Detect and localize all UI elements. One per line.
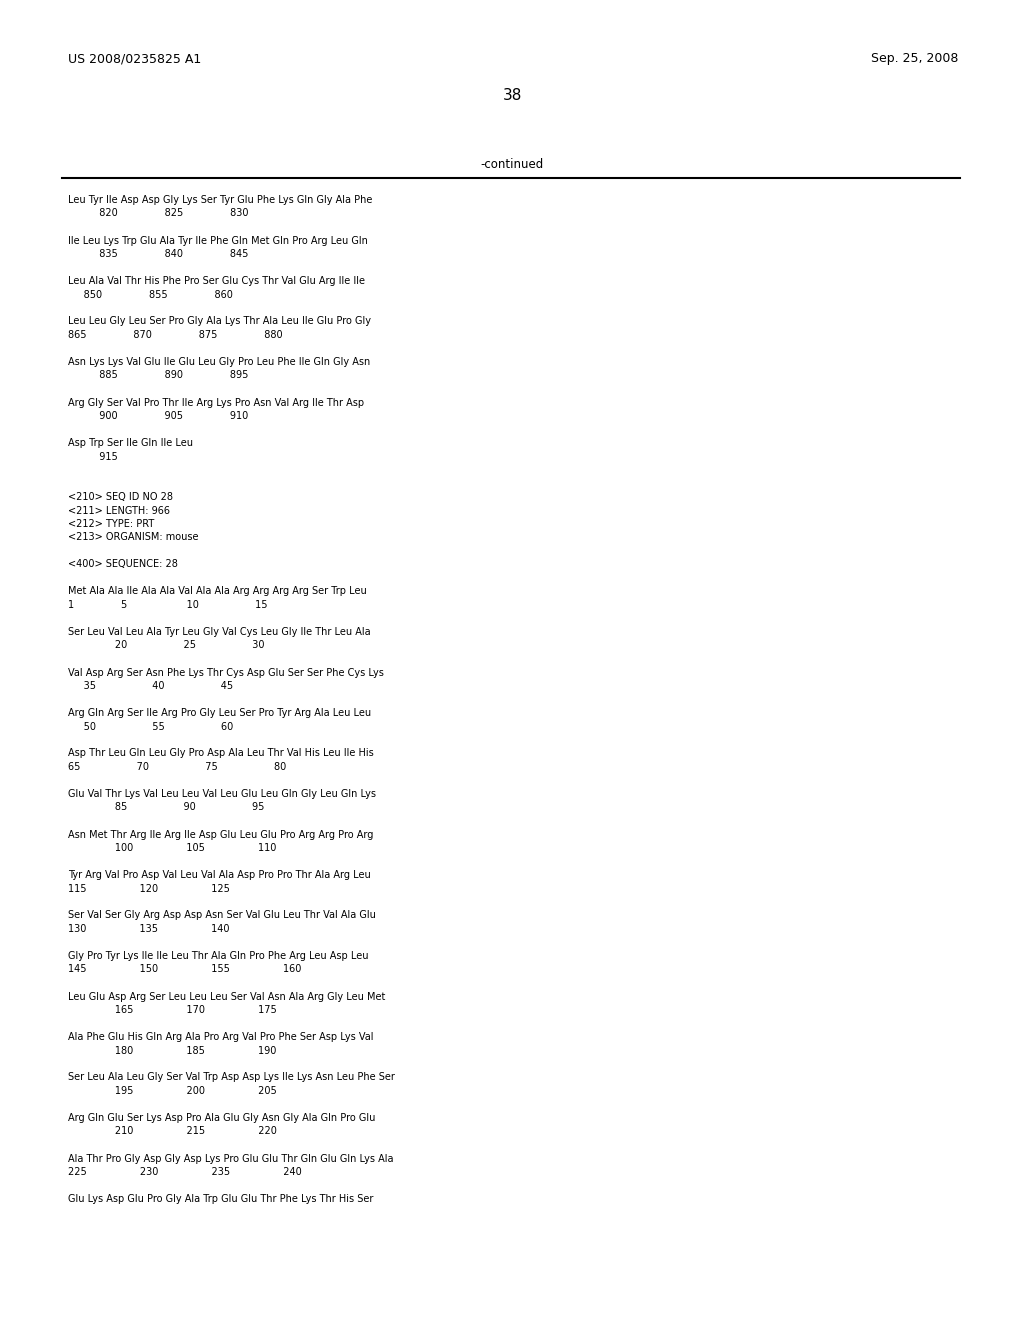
Text: <211> LENGTH: 966: <211> LENGTH: 966 xyxy=(68,506,170,516)
Text: <213> ORGANISM: mouse: <213> ORGANISM: mouse xyxy=(68,532,199,543)
Text: Asn Lys Lys Val Glu Ile Glu Leu Gly Pro Leu Phe Ile Gln Gly Asn: Asn Lys Lys Val Glu Ile Glu Leu Gly Pro … xyxy=(68,356,371,367)
Text: 165                 170                 175: 165 170 175 xyxy=(68,1005,276,1015)
Text: 915: 915 xyxy=(68,451,118,462)
Text: 65                  70                  75                  80: 65 70 75 80 xyxy=(68,762,287,772)
Text: Tyr Arg Val Pro Asp Val Leu Val Ala Asp Pro Pro Thr Ala Arg Leu: Tyr Arg Val Pro Asp Val Leu Val Ala Asp … xyxy=(68,870,371,880)
Text: 115                 120                 125: 115 120 125 xyxy=(68,883,229,894)
Text: 145                 150                 155                 160: 145 150 155 160 xyxy=(68,965,301,974)
Text: Glu Lys Asp Glu Pro Gly Ala Trp Glu Glu Thr Phe Lys Thr His Ser: Glu Lys Asp Glu Pro Gly Ala Trp Glu Glu … xyxy=(68,1195,374,1204)
Text: -continued: -continued xyxy=(480,158,544,172)
Text: 225                 230                 235                 240: 225 230 235 240 xyxy=(68,1167,302,1177)
Text: 1               5                   10                  15: 1 5 10 15 xyxy=(68,601,267,610)
Text: 900               905               910: 900 905 910 xyxy=(68,411,248,421)
Text: Leu Glu Asp Arg Ser Leu Leu Leu Ser Val Asn Ala Arg Gly Leu Met: Leu Glu Asp Arg Ser Leu Leu Leu Ser Val … xyxy=(68,991,385,1002)
Text: Leu Tyr Ile Asp Asp Gly Lys Ser Tyr Glu Phe Lys Gln Gly Ala Phe: Leu Tyr Ile Asp Asp Gly Lys Ser Tyr Glu … xyxy=(68,195,373,205)
Text: 820               825               830: 820 825 830 xyxy=(68,209,249,219)
Text: 180                 185                 190: 180 185 190 xyxy=(68,1045,276,1056)
Text: Glu Val Thr Lys Val Leu Leu Val Leu Glu Leu Gln Gly Leu Gln Lys: Glu Val Thr Lys Val Leu Leu Val Leu Glu … xyxy=(68,789,376,799)
Text: 35                  40                  45: 35 40 45 xyxy=(68,681,233,690)
Text: Ser Leu Ala Leu Gly Ser Val Trp Asp Asp Lys Ile Lys Asn Leu Phe Ser: Ser Leu Ala Leu Gly Ser Val Trp Asp Asp … xyxy=(68,1072,395,1082)
Text: Ser Leu Val Leu Ala Tyr Leu Gly Val Cys Leu Gly Ile Thr Leu Ala: Ser Leu Val Leu Ala Tyr Leu Gly Val Cys … xyxy=(68,627,371,638)
Text: Asp Trp Ser Ile Gln Ile Leu: Asp Trp Ser Ile Gln Ile Leu xyxy=(68,438,193,447)
Text: 210                 215                 220: 210 215 220 xyxy=(68,1126,276,1137)
Text: 38: 38 xyxy=(503,88,521,103)
Text: Ala Phe Glu His Gln Arg Ala Pro Arg Val Pro Phe Ser Asp Lys Val: Ala Phe Glu His Gln Arg Ala Pro Arg Val … xyxy=(68,1032,374,1041)
Text: Arg Gln Glu Ser Lys Asp Pro Ala Glu Gly Asn Gly Ala Gln Pro Glu: Arg Gln Glu Ser Lys Asp Pro Ala Glu Gly … xyxy=(68,1113,376,1123)
Text: Leu Leu Gly Leu Ser Pro Gly Ala Lys Thr Ala Leu Ile Glu Pro Gly: Leu Leu Gly Leu Ser Pro Gly Ala Lys Thr … xyxy=(68,317,371,326)
Text: Ile Leu Lys Trp Glu Ala Tyr Ile Phe Gln Met Gln Pro Arg Leu Gln: Ile Leu Lys Trp Glu Ala Tyr Ile Phe Gln … xyxy=(68,235,368,246)
Text: Ala Thr Pro Gly Asp Gly Asp Lys Pro Glu Glu Thr Gln Glu Gln Lys Ala: Ala Thr Pro Gly Asp Gly Asp Lys Pro Glu … xyxy=(68,1154,393,1163)
Text: <212> TYPE: PRT: <212> TYPE: PRT xyxy=(68,519,155,529)
Text: Asp Thr Leu Gln Leu Gly Pro Asp Ala Leu Thr Val His Leu Ile His: Asp Thr Leu Gln Leu Gly Pro Asp Ala Leu … xyxy=(68,748,374,759)
Text: Leu Ala Val Thr His Phe Pro Ser Glu Cys Thr Val Glu Arg Ile Ile: Leu Ala Val Thr His Phe Pro Ser Glu Cys … xyxy=(68,276,365,286)
Text: 130                 135                 140: 130 135 140 xyxy=(68,924,229,935)
Text: 850               855               860: 850 855 860 xyxy=(68,289,232,300)
Text: 195                 200                 205: 195 200 205 xyxy=(68,1086,276,1096)
Text: Arg Gln Arg Ser Ile Arg Pro Gly Leu Ser Pro Tyr Arg Ala Leu Leu: Arg Gln Arg Ser Ile Arg Pro Gly Leu Ser … xyxy=(68,708,371,718)
Text: <210> SEQ ID NO 28: <210> SEQ ID NO 28 xyxy=(68,492,173,502)
Text: 885               890               895: 885 890 895 xyxy=(68,371,249,380)
Text: <400> SEQUENCE: 28: <400> SEQUENCE: 28 xyxy=(68,560,178,569)
Text: Gly Pro Tyr Lys Ile Ile Leu Thr Ala Gln Pro Phe Arg Leu Asp Leu: Gly Pro Tyr Lys Ile Ile Leu Thr Ala Gln … xyxy=(68,950,369,961)
Text: 50                  55                  60: 50 55 60 xyxy=(68,722,233,731)
Text: 865               870               875               880: 865 870 875 880 xyxy=(68,330,283,341)
Text: 20                  25                  30: 20 25 30 xyxy=(68,640,264,651)
Text: Sep. 25, 2008: Sep. 25, 2008 xyxy=(870,51,958,65)
Text: US 2008/0235825 A1: US 2008/0235825 A1 xyxy=(68,51,202,65)
Text: Met Ala Ala Ile Ala Ala Val Ala Ala Arg Arg Arg Arg Ser Trp Leu: Met Ala Ala Ile Ala Ala Val Ala Ala Arg … xyxy=(68,586,367,597)
Text: Val Asp Arg Ser Asn Phe Lys Thr Cys Asp Glu Ser Ser Phe Cys Lys: Val Asp Arg Ser Asn Phe Lys Thr Cys Asp … xyxy=(68,668,384,677)
Text: 85                  90                  95: 85 90 95 xyxy=(68,803,264,813)
Text: 835               840               845: 835 840 845 xyxy=(68,249,249,259)
Text: 100                 105                 110: 100 105 110 xyxy=(68,843,276,853)
Text: Asn Met Thr Arg Ile Arg Ile Asp Glu Leu Glu Pro Arg Arg Pro Arg: Asn Met Thr Arg Ile Arg Ile Asp Glu Leu … xyxy=(68,829,374,840)
Text: Arg Gly Ser Val Pro Thr Ile Arg Lys Pro Asn Val Arg Ile Thr Asp: Arg Gly Ser Val Pro Thr Ile Arg Lys Pro … xyxy=(68,397,365,408)
Text: Ser Val Ser Gly Arg Asp Asp Asn Ser Val Glu Leu Thr Val Ala Glu: Ser Val Ser Gly Arg Asp Asp Asn Ser Val … xyxy=(68,911,376,920)
